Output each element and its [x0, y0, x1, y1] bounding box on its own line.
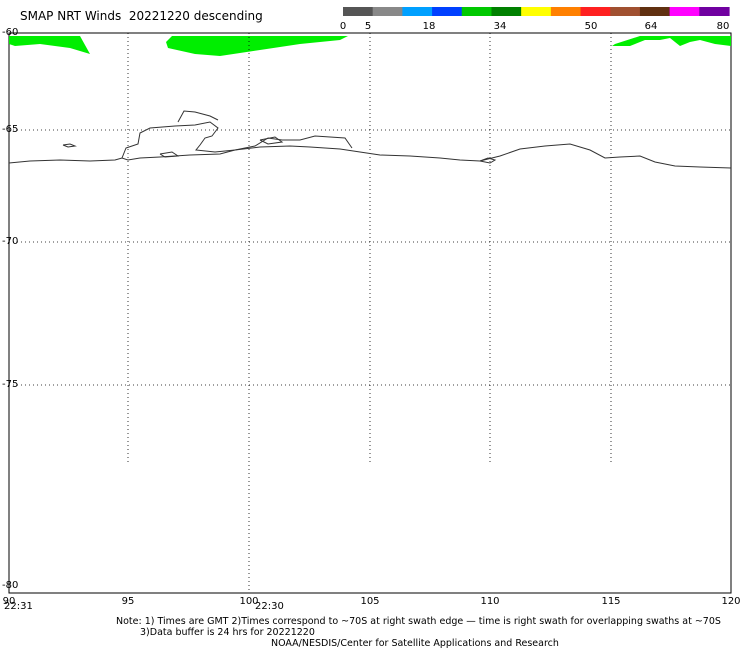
lon-label: 105: [360, 596, 380, 607]
scale-segment: [639, 7, 671, 16]
scale-label-5: 5: [364, 21, 372, 32]
scale-segment: [491, 7, 522, 16]
lat-label: -70: [2, 236, 19, 247]
lon-label: 120: [721, 596, 740, 607]
grid-lines: [9, 33, 731, 593]
note-line-2: 3)Data buffer is 24 hrs for 20221220: [140, 627, 315, 638]
map-title: SMAP NRT Winds 20221220 descending: [20, 9, 263, 23]
lat-label: -60: [2, 27, 19, 38]
lon-label: 110: [480, 596, 500, 607]
lat-label: -65: [2, 124, 19, 135]
wind-swath-patches: [9, 36, 731, 56]
note-line-1: Note: 1) Times are GMT 2)Times correspon…: [116, 616, 721, 627]
scale-segment: [402, 7, 433, 16]
wind-patch-left: [9, 36, 90, 54]
swath-time-label: 22:30: [255, 601, 284, 612]
scale-segment: [432, 7, 463, 16]
scale-segment: [343, 7, 374, 16]
lat-label: -75: [2, 379, 19, 390]
scale-segment: [580, 7, 611, 16]
swath-time-label: 22:31: [4, 601, 33, 612]
scale-label-80: 80: [716, 21, 730, 32]
wind-patch-right: [612, 36, 731, 46]
credit-line: NOAA/NESDIS/Center for Satellite Applica…: [271, 638, 559, 649]
lat-label: -80: [2, 580, 19, 591]
scale-segment: [669, 7, 700, 16]
coastline: [8, 110, 732, 169]
lon-label: 115: [601, 596, 621, 607]
scale-segment: [372, 7, 403, 16]
scale-segment: [521, 7, 552, 16]
lon-label: 90: [2, 596, 16, 607]
scale-label-50: 50: [584, 21, 598, 32]
scale-label-18: 18: [422, 21, 436, 32]
scale-segment: [550, 7, 582, 16]
lon-label: 95: [121, 596, 135, 607]
scale-label-0: 0: [339, 21, 347, 32]
lon-label: 100: [239, 596, 259, 607]
wind-speed-color-scale: [343, 7, 730, 16]
scale-label-64: 64: [644, 21, 658, 32]
scale-segment: [699, 7, 730, 16]
scale-segment: [610, 7, 641, 16]
scale-segment: [461, 7, 493, 16]
scale-label-34: 34: [493, 21, 507, 32]
wind-patch-center: [166, 36, 348, 56]
